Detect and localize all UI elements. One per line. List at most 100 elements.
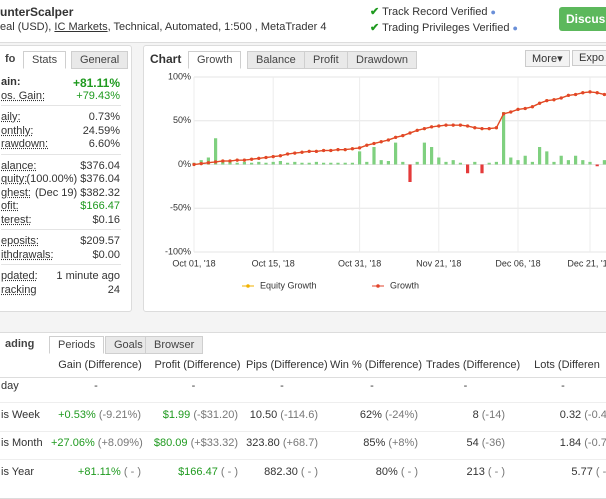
daily-bar [408,164,412,182]
legend-dot [376,284,380,288]
stat-label: ghest: [1,186,31,199]
tab[interactable]: General [71,51,129,69]
daily-bar [257,161,261,165]
separator [1,229,121,230]
chart-tab[interactable]: Profit [304,51,348,69]
daily-bar [314,161,318,165]
stat-value: (Dec 19) $382.32 [35,186,120,199]
point [250,157,254,161]
point [552,98,556,102]
cell-difference: (+8%) [388,437,418,449]
cell-value: - [463,380,468,392]
tab[interactable]: fo [0,51,24,67]
daily-bar [300,162,304,165]
cell-value: $80.09 [153,437,188,449]
point [314,149,318,153]
stat-value: +81.11% [72,76,120,90]
cell-value: 1.84 [559,437,582,449]
cell-value: - [191,380,196,392]
chart: 100% 50% 0% -50% -100% Oct 01, '18 Oct 15, '18… [165,71,606,290]
y-tick-label: -100% [165,246,191,256]
period-label: is Week [1,408,40,421]
point [228,159,232,163]
chart-tab[interactable]: Balance [247,51,305,69]
cell-difference: ( - ) [300,465,318,478]
y-tick-label: -50% [170,203,191,213]
chart-tab[interactable]: Growth [188,51,242,69]
point [516,107,520,111]
point [365,143,369,147]
cell-value: - [280,380,284,392]
daily-bar [365,161,369,165]
daily-bar [293,161,297,165]
daily-bar [264,162,268,165]
trading-tab[interactable]: Periods [49,336,105,354]
cell-value: +27.06% [51,437,95,449]
cell-difference: (-0.48 [584,408,606,421]
broker-link[interactable]: IC Markets [54,21,108,33]
daily-bar [502,112,506,165]
daily-bar [250,162,254,165]
period-label: is Month [1,437,43,449]
chart-tab[interactable]: Drawdown [347,51,417,69]
point [264,155,268,160]
tab[interactable]: Stats [23,51,67,69]
point [588,90,592,94]
point [451,123,455,127]
header-rule [0,377,606,378]
point [350,147,354,151]
point [530,105,534,109]
discuss-button[interactable]: Discuss [559,7,606,31]
x-tick-label: Dec 06, '18 [495,258,540,268]
point [192,162,196,167]
table-cell: +0.53% (-9.21%) [51,409,141,421]
daily-bar [386,161,390,165]
point [408,131,412,135]
point [307,149,311,153]
daily-bar [588,161,592,165]
cell-value: 54 [466,437,479,449]
point [444,123,448,127]
badge-text: Trading Privileges Verified [382,22,510,34]
daily-bar [480,164,484,174]
more-button[interactable]: More▾ [525,50,570,67]
point [242,158,246,162]
table-cell: - [51,380,141,392]
point [487,127,491,131]
daily-bar [206,157,210,165]
export-button[interactable]: Expo [572,50,606,66]
point [343,148,347,152]
table-cell: - [426,380,505,392]
cell-value: 5.77 [571,465,593,478]
y-tick-label: 100% [168,71,191,81]
table-cell: 213 ( - ) [426,466,505,478]
cell-difference: (-9.21%) [98,408,141,421]
row-rule [0,402,606,403]
daily-bar [358,151,362,165]
x-tick-label: Oct 15, '18 [252,258,295,268]
daily-bar [271,161,275,165]
badge: ✔ Trading Privileges Verified ● [370,22,518,34]
separator [1,105,121,106]
period-label: day [1,380,19,392]
point [394,135,398,139]
table-cell: 80% ( - ) [326,466,418,478]
stat-value: 24 [107,283,120,296]
daily-bar [394,142,398,165]
daily-bar [214,138,218,165]
series-line [193,91,605,166]
x-tick-label: Oct 31, '18 [338,258,381,268]
daily-bar [595,164,599,167]
trading-tab[interactable]: ading [0,336,43,352]
trading-tab[interactable]: Browser [145,336,204,354]
daily-bar [372,147,376,165]
point [430,125,434,129]
column-header: Win % (Difference) [329,359,423,371]
daily-bar [343,162,347,165]
daily-bar [566,160,570,165]
cell-value: 323.80 [246,437,280,449]
separator [1,153,121,155]
x-tick-label: Oct 01, '18 [172,258,215,268]
point [581,91,585,95]
